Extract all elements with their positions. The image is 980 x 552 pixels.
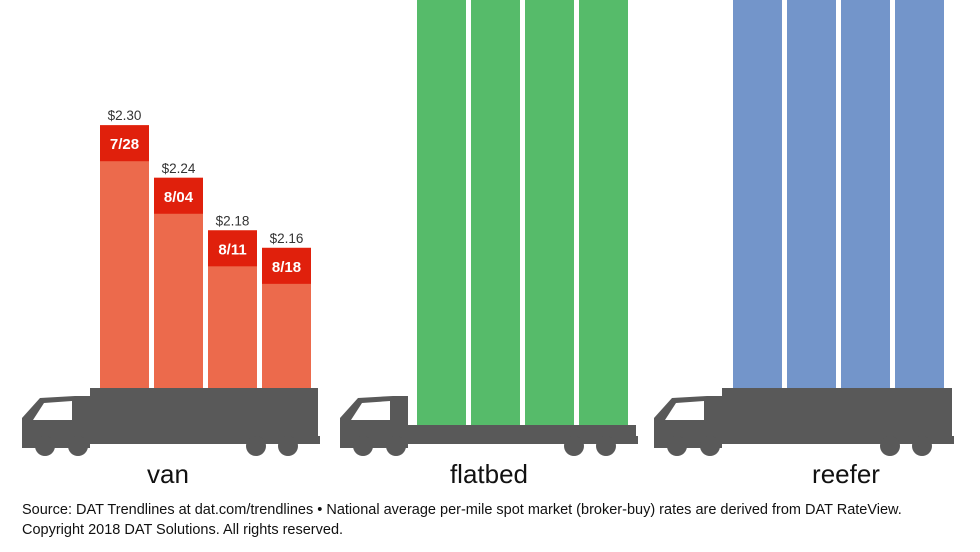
bar-reefer-3 — [895, 0, 944, 392]
source-note: Source: DAT Trendlines at dat.com/trendl… — [22, 502, 902, 538]
truck-trailer — [722, 388, 952, 440]
truck-flatbed-deck — [406, 425, 636, 435]
group-label-van: van — [147, 459, 189, 489]
value-label: $2.30 — [108, 108, 142, 123]
bar-flatbed-3 — [579, 0, 628, 427]
truck-chassis — [22, 436, 320, 444]
bar-reefer-0 — [733, 0, 782, 392]
truck-cab — [22, 396, 90, 448]
group-label-flatbed: flatbed — [450, 459, 528, 489]
truck-wheel — [353, 436, 373, 456]
truck-wheel — [278, 436, 298, 456]
truck-wheel — [35, 436, 55, 456]
bar-cap-van-3 — [262, 247, 311, 284]
group-label-reefer: reefer — [812, 459, 880, 489]
truck-wheel — [667, 436, 687, 456]
bar-cap-van-1 — [154, 177, 203, 214]
truck-wheel — [596, 436, 616, 456]
truck-wheel — [386, 436, 406, 456]
date-label: 8/11 — [218, 241, 246, 258]
truck-chassis — [654, 436, 954, 444]
truck-group-van: 7/28 $2.30 8/04 $2.24 8/11 $2.18 8/18 $2.16 van — [22, 108, 320, 489]
value-label: $2.16 — [270, 231, 304, 246]
truck-wheel — [700, 436, 720, 456]
value-label: $2.24 — [162, 161, 196, 176]
value-label: $2.18 — [216, 213, 250, 228]
truck-group-flatbed: 7/28$2.788/04$2.758/11$2.698/18$2.67flat… — [340, 0, 638, 489]
truck-window — [351, 401, 390, 420]
truck-chassis — [340, 436, 638, 444]
truck-wheel — [246, 436, 266, 456]
truck-wheel — [68, 436, 88, 456]
truck-window — [33, 401, 72, 420]
bar-cap-van-0 — [100, 125, 149, 162]
truck-cab — [654, 396, 722, 448]
truck-group-reefer: 7/28$2.628/04$2.548/11$2.518/18$2.50reef… — [654, 0, 954, 489]
date-label: 7/28 — [110, 136, 139, 153]
bar-flatbed-2 — [525, 0, 574, 427]
truck-cab — [340, 396, 408, 448]
truck-wheel — [912, 436, 932, 456]
truck-trailer — [90, 388, 318, 440]
truck-wheel — [564, 436, 584, 456]
truck-wheel — [880, 436, 900, 456]
bar-van-0 — [100, 125, 149, 392]
bar-cap-van-2 — [208, 230, 257, 267]
bar-flatbed-1 — [471, 0, 520, 427]
date-label: 8/04 — [164, 189, 194, 206]
bar-reefer-1 — [787, 0, 836, 393]
bar-flatbed-0 — [417, 0, 466, 428]
bar-reefer-2 — [841, 0, 890, 393]
truck-window — [665, 401, 704, 420]
date-label: 8/18 — [272, 259, 301, 276]
